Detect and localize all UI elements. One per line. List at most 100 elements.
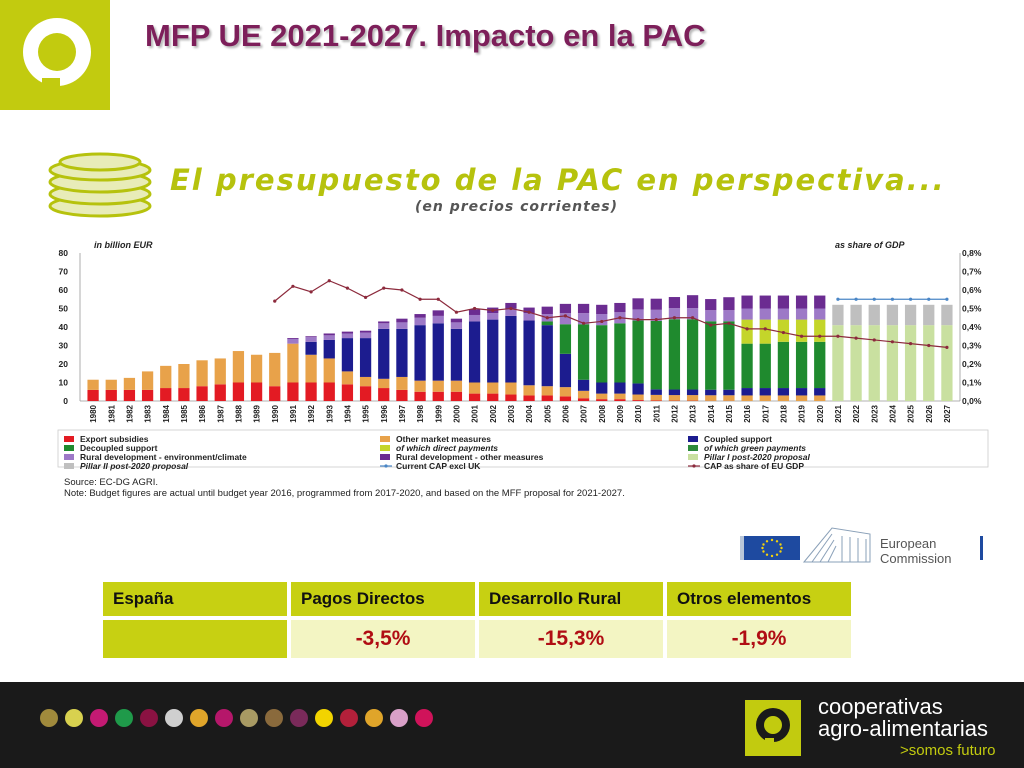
x-tick-label: 1994 bbox=[343, 404, 352, 422]
bar-segment bbox=[650, 298, 662, 310]
bar-segment bbox=[741, 395, 753, 401]
legend-swatch bbox=[688, 436, 698, 442]
bar-segment bbox=[577, 398, 590, 401]
bar-segment bbox=[832, 304, 844, 326]
line-point bbox=[618, 316, 622, 320]
x-tick-label: 1987 bbox=[216, 404, 225, 422]
line-point bbox=[527, 310, 531, 314]
bar-segment bbox=[759, 319, 771, 344]
line-point bbox=[418, 297, 422, 301]
x-tick-label: 2014 bbox=[707, 404, 716, 422]
x-tick-label: 1988 bbox=[234, 404, 243, 422]
chart-banner-subtitle: (en precios corrientes) bbox=[415, 199, 618, 215]
bar-segment bbox=[359, 338, 372, 377]
bar-segment bbox=[232, 351, 245, 383]
x-tick-label: 2006 bbox=[561, 404, 570, 422]
bar-segment bbox=[559, 387, 572, 397]
bar-segment bbox=[686, 295, 699, 309]
bar-segment bbox=[705, 389, 717, 396]
bar-segment bbox=[705, 299, 717, 311]
bar-segment bbox=[577, 324, 590, 380]
bar-segment bbox=[795, 341, 808, 389]
bar-segment bbox=[886, 304, 899, 326]
bar-segment bbox=[668, 308, 681, 320]
bar-segment bbox=[777, 341, 790, 389]
legend-swatch bbox=[64, 463, 74, 469]
color-dot bbox=[115, 709, 133, 727]
bar-segment bbox=[596, 304, 608, 315]
y2-tick-label: 0,4% bbox=[962, 322, 982, 332]
bar-segment bbox=[396, 318, 408, 323]
ec-text: European Commission bbox=[880, 536, 952, 566]
bar-segment bbox=[523, 385, 535, 396]
line-point bbox=[454, 310, 459, 314]
bar-segment bbox=[196, 386, 208, 401]
legend-swatch bbox=[380, 445, 390, 451]
footer: cooperativas agro-alimentarias >somos fu… bbox=[0, 682, 1024, 768]
eu-flag-icon bbox=[744, 536, 800, 560]
y-tick-label: 20 bbox=[59, 359, 69, 369]
bar-segment bbox=[686, 395, 699, 401]
line-point bbox=[908, 342, 913, 346]
cooperativas-logo-icon bbox=[0, 0, 110, 110]
impact-table: España Pagos Directos Desarrollo Rural O… bbox=[101, 580, 853, 660]
legend-swatch bbox=[380, 436, 390, 442]
bar-segment bbox=[105, 389, 117, 401]
bar-segment bbox=[941, 304, 953, 326]
bar-segment bbox=[396, 389, 408, 401]
bar-segment bbox=[759, 395, 771, 401]
x-tick-label: 2025 bbox=[907, 404, 916, 422]
bar-segment bbox=[795, 319, 808, 342]
legend-entry: Decoupled support bbox=[80, 443, 158, 453]
bar-segment bbox=[632, 320, 644, 384]
bar-segment bbox=[559, 353, 572, 388]
bar-segment bbox=[596, 399, 608, 401]
line-point bbox=[400, 288, 404, 292]
color-dot bbox=[90, 709, 108, 727]
x-tick-label: 2026 bbox=[925, 404, 934, 422]
y-tick-label: 80 bbox=[59, 248, 69, 258]
bar-segment bbox=[686, 319, 699, 390]
bar-segment bbox=[232, 382, 245, 401]
bar-segment bbox=[777, 319, 790, 342]
color-dot bbox=[340, 709, 358, 727]
bar-segment bbox=[904, 325, 917, 401]
bar-segment bbox=[468, 309, 481, 315]
bar-segment bbox=[160, 365, 172, 389]
line-point bbox=[690, 316, 695, 320]
y2-tick-label: 0,1% bbox=[962, 378, 982, 388]
bar-segment bbox=[759, 308, 771, 320]
bar-segment bbox=[777, 308, 790, 320]
bar-segment bbox=[505, 382, 517, 395]
ec-stripe bbox=[740, 536, 744, 560]
bar-segment bbox=[577, 303, 590, 314]
x-tick-label: 2001 bbox=[471, 404, 480, 422]
bar-segment bbox=[141, 371, 154, 390]
line-point bbox=[927, 297, 931, 301]
color-dots bbox=[40, 709, 433, 727]
table-header-row: España Pagos Directos Desarrollo Rural O… bbox=[101, 580, 853, 618]
x-axis: 1980 1981 1982 1983 1984 1985 1986 1987 1988 1989… bbox=[89, 404, 952, 422]
color-dot bbox=[140, 709, 158, 727]
bar-segment bbox=[759, 295, 771, 309]
bar-segment bbox=[904, 304, 917, 326]
bar-segment bbox=[323, 339, 335, 359]
legend-entry: of which direct payments bbox=[396, 443, 498, 453]
bar-segment bbox=[559, 313, 572, 325]
line-point bbox=[509, 306, 513, 311]
x-tick-label: 2010 bbox=[634, 404, 643, 422]
x-tick-label: 1996 bbox=[380, 404, 389, 422]
line-point bbox=[763, 327, 767, 331]
legend-entry: CAP as share of EU GDP bbox=[704, 461, 804, 471]
slide-title: MFP UE 2021-2027. Impacto en la PAC bbox=[145, 18, 706, 53]
y2-tick-label: 0,5% bbox=[962, 304, 982, 314]
bar-segment bbox=[686, 308, 699, 320]
bar-segment bbox=[287, 338, 299, 340]
bar-segment bbox=[541, 386, 553, 396]
color-dot bbox=[265, 709, 283, 727]
bar-segment bbox=[287, 382, 299, 401]
bar-segment bbox=[614, 393, 626, 400]
bar-segment bbox=[378, 321, 390, 324]
bar-segment bbox=[87, 389, 99, 401]
bar-segment bbox=[359, 386, 372, 401]
